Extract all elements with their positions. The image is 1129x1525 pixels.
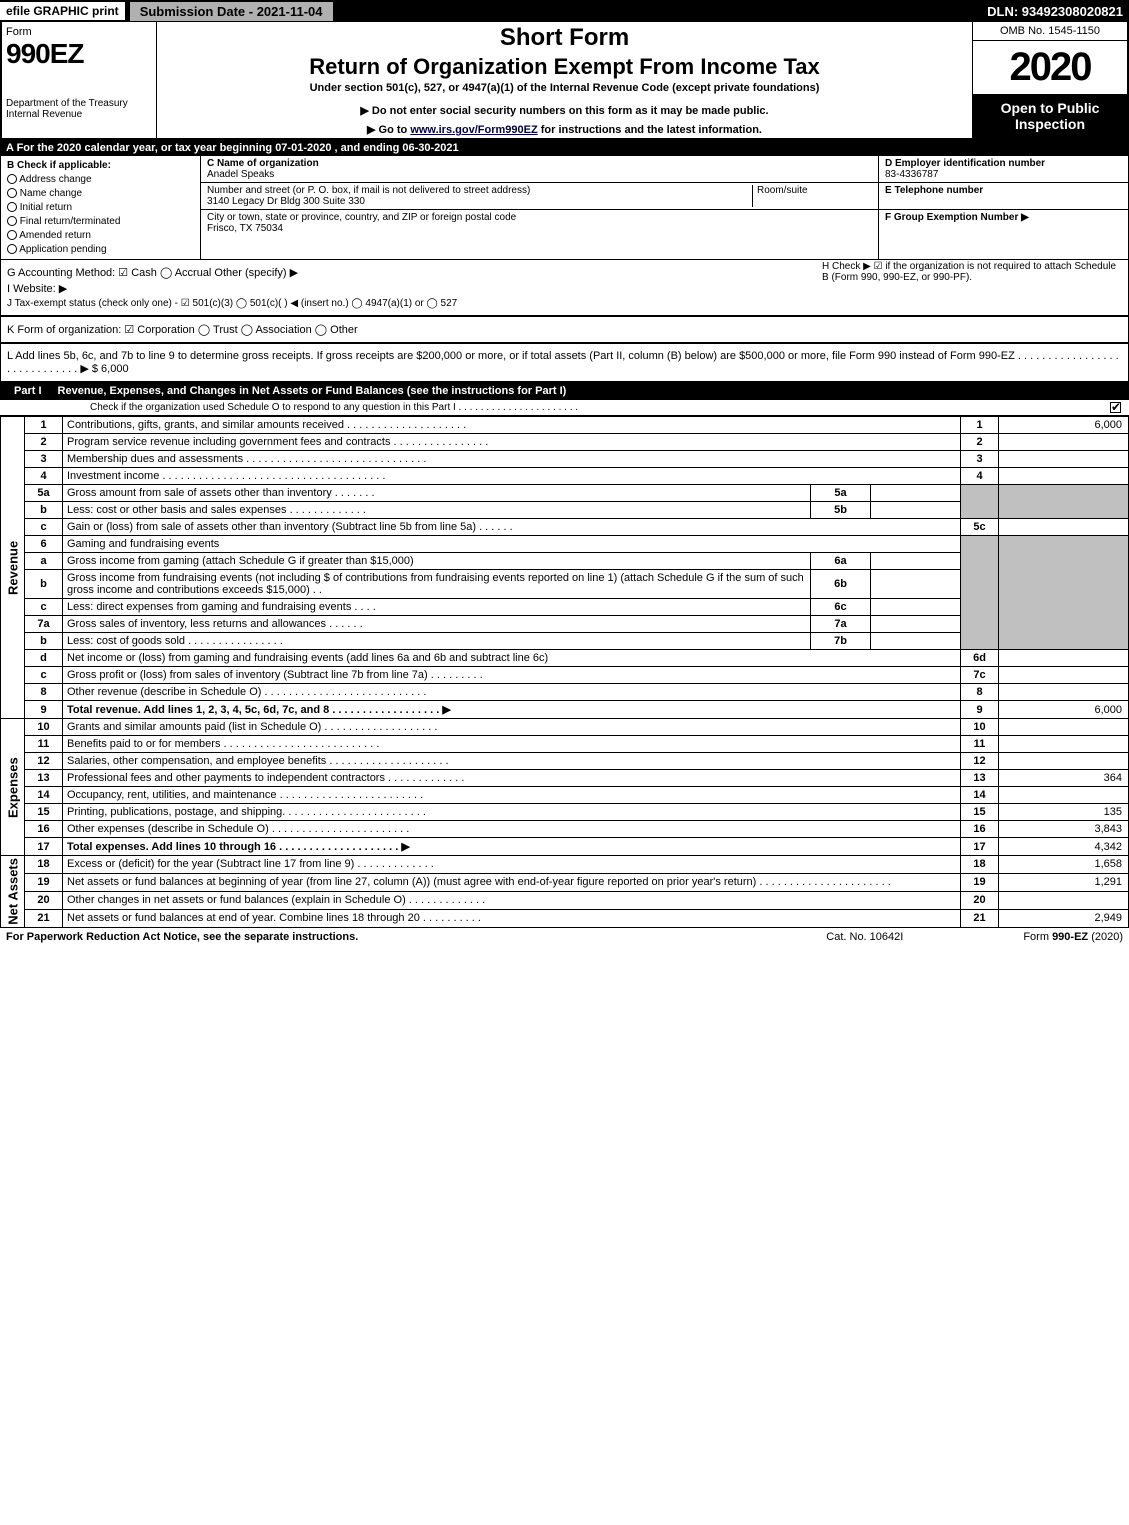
addr-value: 3140 Legacy Dr Bldg 300 Suite 330 [207, 196, 365, 207]
goto-line: ▶ Go to www.irs.gov/Form990EZ for instru… [163, 123, 966, 136]
do-not-enter: ▶ Do not enter social security numbers o… [163, 104, 966, 117]
row-7a: 7a Gross sales of inventory, less return… [1, 616, 1129, 633]
line-l: L Add lines 5b, 6c, and 7b to line 9 to … [7, 350, 1122, 375]
header-right: OMB No. 1545-1150 2020 Open to Public In… [972, 22, 1127, 138]
check-amended[interactable]: Amended return [7, 230, 194, 241]
row-7c: c Gross profit or (loss) from sales of i… [1, 667, 1129, 684]
org-block: B Check if applicable: Address change Na… [0, 156, 1129, 260]
section-b: B Check if applicable: Address change Na… [1, 156, 201, 259]
goto-prefix: ▶ Go to [367, 124, 410, 136]
row-5b: b Less: cost or other basis and sales ex… [1, 502, 1129, 519]
row-3: 3 Membership dues and assessments . . . … [1, 451, 1129, 468]
under-section: Under section 501(c), 527, or 4947(a)(1)… [163, 82, 966, 94]
goto-suffix: for instructions and the latest informat… [538, 124, 762, 136]
row-4: 4 Investment income . . . . . . . . . . … [1, 468, 1129, 485]
tax-year: 2020 [973, 41, 1127, 94]
row-17: 17Total expenses. Add lines 10 through 1… [1, 838, 1129, 856]
row-20: 20Other changes in net assets or fund ba… [1, 891, 1129, 909]
part1-label: Part I [6, 384, 50, 398]
check-name-change[interactable]: Name change [7, 188, 194, 199]
f-label: F Group Exemption Number ▶ [885, 212, 1029, 223]
line-l-wrap: L Add lines 5b, 6c, and 7b to line 9 to … [0, 343, 1129, 382]
line-i: I Website: ▶ [7, 282, 1122, 295]
open-to-public: Open to Public Inspection [973, 94, 1127, 138]
check-pending[interactable]: Application pending [7, 244, 194, 255]
header-center: Short Form Return of Organization Exempt… [157, 22, 972, 138]
form-ref: Form 990-EZ (2020) [1023, 931, 1123, 943]
footer: For Paperwork Reduction Act Notice, see … [0, 928, 1129, 946]
revenue-side-label: Revenue [1, 417, 25, 719]
irs-link[interactable]: www.irs.gov/Form990EZ [410, 124, 537, 136]
row-19: 19Net assets or fund balances at beginni… [1, 873, 1129, 891]
row-10: Expenses 10 Grants and similar amounts p… [1, 719, 1129, 736]
row-6c: c Less: direct expenses from gaming and … [1, 599, 1129, 616]
addr-label: Number and street (or P. O. box, if mail… [207, 185, 530, 196]
part1-header: Part I Revenue, Expenses, and Changes in… [0, 382, 1129, 400]
expenses-side-label: Expenses [1, 719, 25, 856]
paperwork-notice: For Paperwork Reduction Act Notice, see … [6, 931, 358, 943]
check-final-return[interactable]: Final return/terminated [7, 216, 194, 227]
line-j: J Tax-exempt status (check only one) - ☑… [7, 298, 1122, 309]
row-2: 2 Program service revenue including gove… [1, 434, 1129, 451]
top-bar: efile GRAPHIC print Submission Date - 20… [0, 0, 1129, 22]
ein-value: 83-4336787 [885, 169, 938, 180]
row-16: 16Other expenses (describe in Schedule O… [1, 821, 1129, 838]
schedule-o-check[interactable] [1110, 402, 1121, 413]
row-12: 12Salaries, other compensation, and empl… [1, 753, 1129, 770]
return-title: Return of Organization Exempt From Incom… [163, 54, 966, 80]
part1-subtext: Check if the organization used Schedule … [90, 402, 578, 413]
check-address-change[interactable]: Address change [7, 174, 194, 185]
header-left: Form 990EZ Department of the Treasury In… [2, 22, 157, 138]
form-number: 990EZ [6, 38, 152, 70]
city-label: City or town, state or province, country… [207, 212, 516, 223]
org-name: Anadel Speaks [207, 169, 274, 180]
line-a: A For the 2020 calendar year, or tax yea… [0, 140, 1129, 156]
netassets-side-label: Net Assets [1, 856, 25, 928]
part1-table: Revenue 1 Contributions, gifts, grants, … [0, 416, 1129, 928]
room-label: Room/suite [752, 185, 872, 207]
row-11: 11Benefits paid to or for members . . . … [1, 736, 1129, 753]
row-6b: b Gross income from fundraising events (… [1, 570, 1129, 599]
row-8: 8 Other revenue (describe in Schedule O)… [1, 684, 1129, 701]
row-5c: c Gain or (loss) from sale of assets oth… [1, 519, 1129, 536]
short-form-title: Short Form [163, 24, 966, 52]
form-word: Form [6, 26, 152, 38]
section-d-e-f: D Employer identification number83-43367… [878, 156, 1128, 259]
city-value: Frisco, TX 75034 [207, 223, 283, 234]
row-21: 21Net assets or fund balances at end of … [1, 909, 1129, 927]
row-6d: d Net income or (loss) from gaming and f… [1, 650, 1129, 667]
department-label: Department of the Treasury Internal Reve… [6, 98, 152, 120]
omb-number: OMB No. 1545-1150 [973, 22, 1127, 41]
row-13: 13Professional fees and other payments t… [1, 770, 1129, 787]
cat-number: Cat. No. 10642I [826, 931, 903, 943]
row-7b: b Less: cost of goods sold . . . . . . .… [1, 633, 1129, 650]
dln-label: DLN: 93492308020821 [987, 4, 1129, 19]
c-label: C Name of organization [207, 158, 319, 169]
part1-subline: Check if the organization used Schedule … [0, 400, 1129, 416]
d-label: D Employer identification number [885, 158, 1045, 169]
form-header: Form 990EZ Department of the Treasury In… [0, 22, 1129, 140]
efile-label: efile GRAPHIC print [0, 2, 125, 20]
section-c: C Name of organizationAnadel Speaks Numb… [201, 156, 878, 259]
row-14: 14Occupancy, rent, utilities, and mainte… [1, 787, 1129, 804]
e-label: E Telephone number [885, 185, 983, 196]
row-1: Revenue 1 Contributions, gifts, grants, … [1, 417, 1129, 434]
row-15: 15Printing, publications, postage, and s… [1, 804, 1129, 821]
line-k-wrap: K Form of organization: ☑ Corporation ◯ … [0, 316, 1129, 343]
info-lines: H Check ▶ ☑ if the organization is not r… [0, 260, 1129, 316]
line-k: K Form of organization: ☑ Corporation ◯ … [7, 323, 1122, 336]
part1-title: Revenue, Expenses, and Changes in Net As… [58, 385, 1123, 397]
row-18: Net Assets 18Excess or (deficit) for the… [1, 856, 1129, 874]
row-6: 6 Gaming and fundraising events [1, 536, 1129, 553]
submission-date: Submission Date - 2021-11-04 [129, 1, 334, 22]
row-9: 9 Total revenue. Add lines 1, 2, 3, 4, 5… [1, 701, 1129, 719]
b-label: B Check if applicable: [7, 160, 194, 171]
row-6a: a Gross income from gaming (attach Sched… [1, 553, 1129, 570]
line-h: H Check ▶ ☑ if the organization is not r… [822, 261, 1122, 283]
check-initial-return[interactable]: Initial return [7, 202, 194, 213]
row-5a: 5a Gross amount from sale of assets othe… [1, 485, 1129, 502]
